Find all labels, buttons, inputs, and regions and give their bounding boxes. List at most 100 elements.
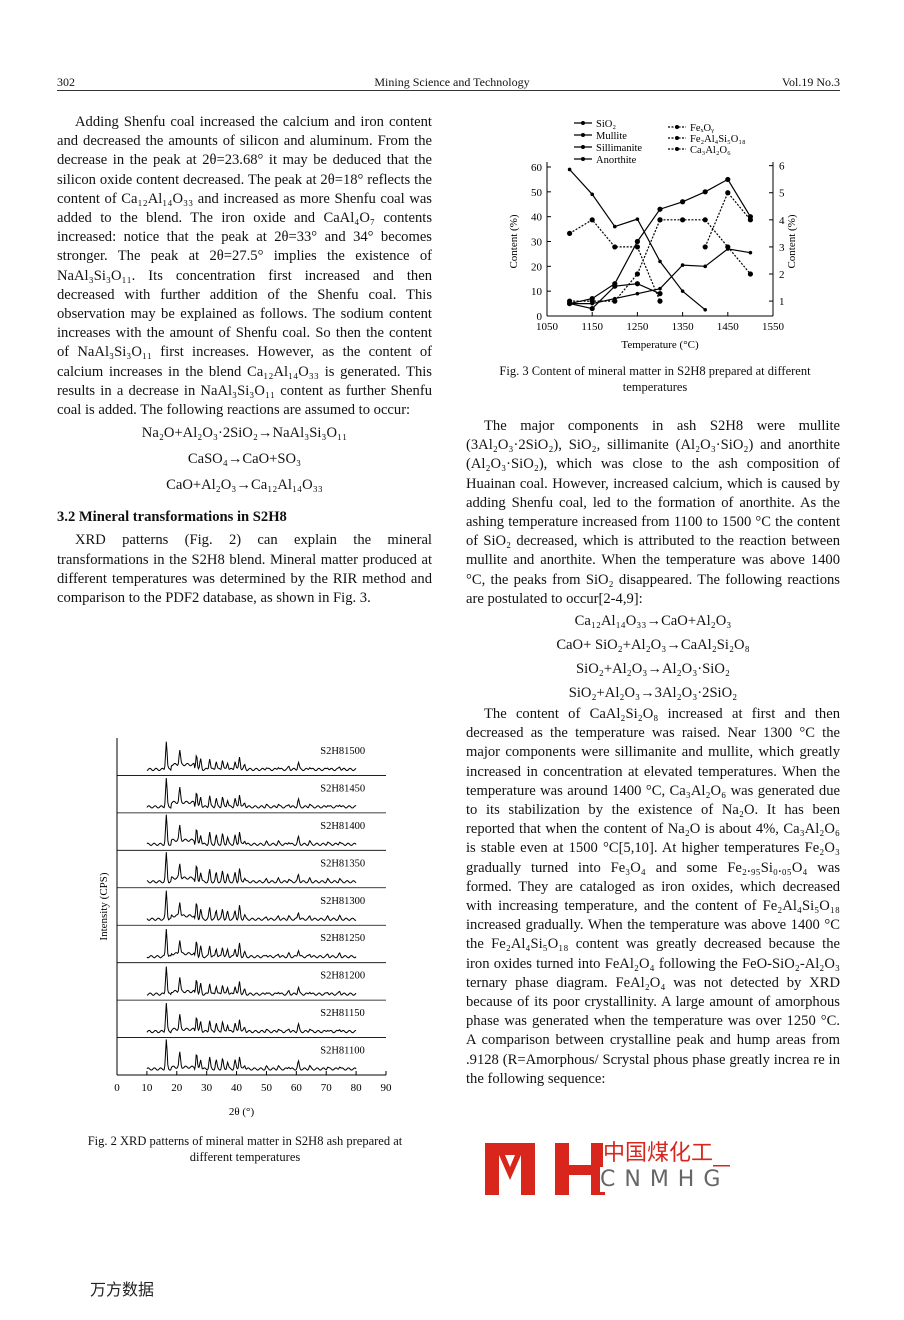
- series-line: [704, 191, 751, 248]
- x-tick-label: 80: [351, 1082, 363, 1094]
- data-point: [657, 291, 663, 297]
- series-label: S2H81150: [320, 1008, 365, 1019]
- data-point: [612, 244, 618, 250]
- figure-2-caption: Fig. 2 XRD patterns of mineral matter in…: [87, 1134, 403, 1164]
- data-point: [589, 298, 595, 304]
- y2-tick-label: 5: [779, 188, 785, 200]
- equation: CaO+Al₂O₃→Ca₁₂Al₁₄O₃₃: [166, 477, 323, 494]
- y2-tick-label: 3: [779, 242, 785, 254]
- y2-axis-label: Content (%): [786, 214, 798, 268]
- x-tick-label: 60: [291, 1082, 303, 1094]
- data-point: [702, 189, 708, 195]
- data-point: [680, 263, 685, 267]
- series-line: [569, 219, 661, 302]
- data-point: [634, 238, 640, 245]
- y-axis-label: Intensity (CPS): [98, 872, 110, 940]
- x-axis-label: Temperature (°C): [621, 339, 699, 351]
- equation: CaSO₄→CaO+SO₃: [187, 451, 302, 468]
- data-point: [680, 289, 685, 293]
- equation: Na₂O+Al₂O₃·2SiO₂→NaAl₃Si₃O₁₁: [141, 425, 348, 442]
- page-number: 302: [57, 75, 75, 89]
- legend-marker: [581, 157, 585, 161]
- x-tick-label: 1450: [717, 321, 740, 333]
- series-label: S2H81350: [320, 858, 365, 869]
- xrd-pattern-line: [146, 852, 357, 884]
- legend-label: Sillimanite: [596, 143, 642, 154]
- data-point: [680, 199, 686, 205]
- data-point: [613, 224, 617, 229]
- data-point: [747, 271, 753, 277]
- legend-label: SiO₂: [596, 119, 616, 130]
- x-tick-label: 0: [114, 1082, 120, 1094]
- section-heading: 3.2 Mineral transformations in S2H8: [57, 509, 287, 526]
- x-tick-label: 10: [141, 1082, 153, 1094]
- y-tick-label: 50: [531, 187, 543, 199]
- legend-marker: [675, 147, 679, 151]
- watermark-en: CNMHG: [600, 1167, 730, 1192]
- equation: SiO₂+Al₂O₃→3Al₂O₃·2SiO₂: [568, 685, 738, 702]
- x-tick-label: 30: [201, 1082, 213, 1094]
- paragraph: XRD patterns (Fig. 2) can explain the mi…: [57, 532, 432, 607]
- data-point: [658, 286, 662, 291]
- series-label: S2H81400: [320, 821, 365, 832]
- data-point: [589, 217, 595, 223]
- data-point: [567, 167, 572, 172]
- series-line: [660, 219, 751, 275]
- data-point: [657, 206, 663, 212]
- y2-tick-label: 4: [779, 215, 785, 227]
- right-column: The major components in ash S2H8 were mu…: [466, 417, 840, 1089]
- data-point: [703, 307, 707, 312]
- data-point: [702, 217, 708, 223]
- xrd-pattern-line: [146, 890, 357, 921]
- watermark-logo: 中国煤化工 CNMHG: [485, 1125, 735, 1195]
- footer-source: 万方数据: [90, 1280, 155, 1299]
- data-point: [725, 244, 731, 250]
- data-point: [725, 190, 731, 196]
- y-tick-label: 30: [531, 237, 543, 249]
- equation: Ca₁₂Al₁₄O₃₃→CaO+Al₂O₃: [574, 613, 732, 630]
- legend-label: Ca₃Al₂O₆: [690, 145, 731, 156]
- paragraph: The content of CaAl₂Si₂O₈ increased at f…: [466, 706, 840, 1087]
- volume-issue: Vol.19 No.3: [781, 75, 840, 89]
- data-point: [657, 217, 663, 223]
- series-line: [569, 178, 751, 305]
- data-point: [747, 217, 753, 223]
- data-point: [612, 283, 618, 289]
- y2-tick-label: 6: [779, 161, 785, 173]
- x-tick-label: 1550: [762, 321, 785, 333]
- figure-3-caption: Fig. 3 Content of mineral matter in S2H8…: [499, 364, 811, 394]
- y-tick-label: 20: [531, 261, 543, 273]
- data-point: [703, 264, 707, 269]
- figure-2-xrd: 0 10 20 30 40 50 60 70 80 90 2θ (°) Intensity (CPS)…: [98, 738, 392, 1118]
- data-point: [612, 298, 618, 304]
- xrd-pattern-line: [146, 928, 357, 959]
- legend-marker: [581, 133, 585, 137]
- xrd-pattern-line: [146, 777, 357, 809]
- data-point: [680, 217, 686, 223]
- y-axis-label: Content (%): [508, 214, 520, 268]
- data-point: [589, 305, 595, 312]
- series-label: S2H81200: [320, 971, 365, 982]
- data-point: [657, 298, 663, 304]
- data-point: [634, 244, 640, 250]
- x-tick-label: 1250: [626, 321, 649, 333]
- legend-label: Anorthite: [596, 155, 637, 166]
- x-tick-label: 50: [261, 1082, 273, 1094]
- x-tick-label: 1150: [581, 321, 603, 333]
- data-point: [725, 176, 731, 183]
- y2-tick-label: 2: [779, 269, 785, 281]
- legend-marker: [581, 145, 585, 149]
- paragraph: The major components in ash S2H8 were mu…: [466, 418, 840, 607]
- y-tick-label: 60: [531, 162, 543, 174]
- data-point: [635, 291, 640, 296]
- series-line: [569, 219, 661, 302]
- data-point: [634, 271, 640, 277]
- xrd-pattern-line: [146, 1039, 357, 1072]
- legend-marker: [675, 125, 679, 129]
- series-label: S2H81100: [320, 1046, 365, 1057]
- y-tick-label: 0: [537, 311, 543, 323]
- data-point: [634, 281, 640, 287]
- x-tick-label: 70: [321, 1082, 333, 1094]
- header-rule: [57, 90, 840, 91]
- left-column: Adding Shenfu coal increased the calcium…: [57, 113, 432, 608]
